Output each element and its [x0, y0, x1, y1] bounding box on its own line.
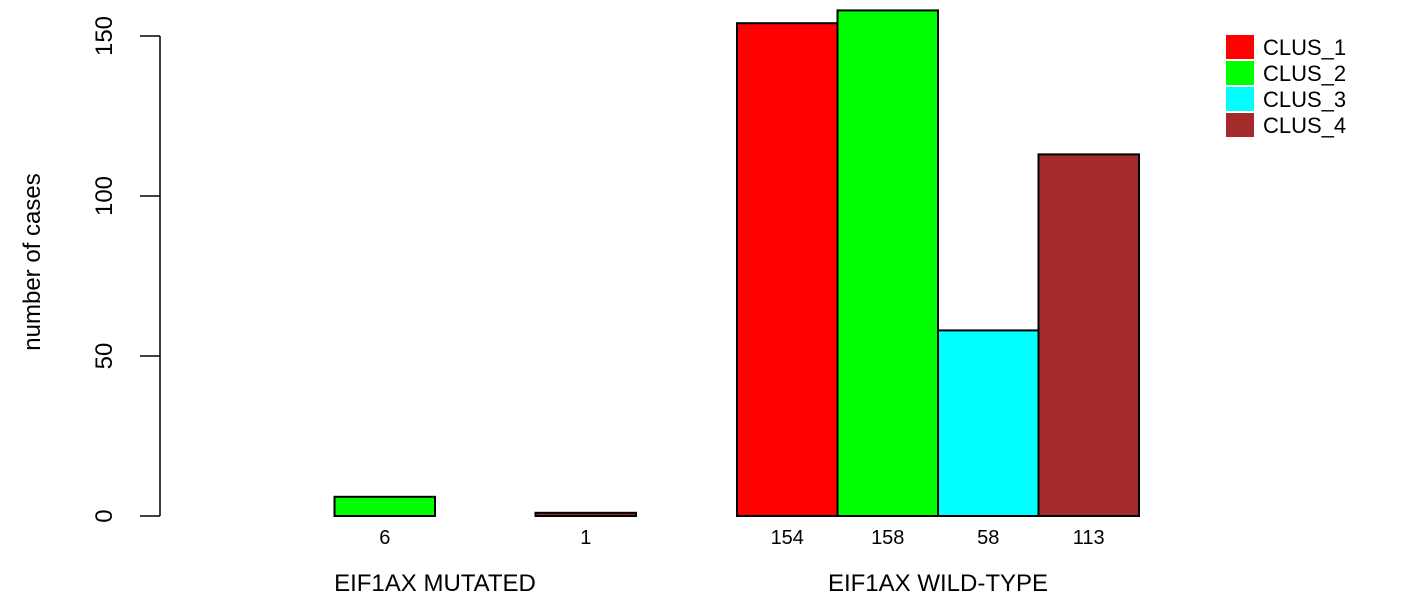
y-tick-label-150: 150 [91, 16, 118, 56]
legend-label-clus_1: CLUS_1 [1263, 35, 1346, 60]
value-label: 58 [977, 527, 999, 549]
group-labels: EIF1AX MUTATED EIF1AX WILD-TYPE [334, 570, 1048, 597]
bar-wild-type-clus_1 [736, 22, 839, 517]
bar-wild-type-clus_4 [1037, 153, 1140, 517]
value-labels: 6 1 154 158 58 113 [379, 527, 1105, 549]
bar-mutated-clus_2 [333, 495, 436, 517]
legend-label-clus_2: CLUS_2 [1263, 61, 1346, 86]
y-tick-label-100: 100 [91, 176, 118, 216]
value-label: 6 [379, 527, 390, 549]
bar-mutated-clus_4 [534, 511, 637, 517]
group-label-mutated: EIF1AX MUTATED [334, 570, 536, 597]
value-label: 158 [871, 527, 904, 549]
y-axis-label: number of cases [19, 173, 46, 350]
y-axis: 0 50 100 150 [91, 16, 161, 523]
group-label-wild-type: EIF1AX WILD-TYPE [828, 570, 1048, 597]
value-label: 113 [1073, 527, 1105, 549]
y-tick-label-50: 50 [91, 343, 118, 370]
y-tick-label-0: 0 [91, 509, 118, 522]
bars [333, 9, 1140, 518]
bar-wild-type-clus_2 [836, 9, 939, 518]
legend-label-clus_4: CLUS_4 [1263, 113, 1346, 138]
value-label: 154 [771, 527, 804, 549]
legend-swatch-clus_1 [1226, 35, 1254, 59]
legend-label-clus_3: CLUS_3 [1263, 87, 1346, 112]
bar-wild-type-clus_3 [937, 329, 1040, 517]
legend-swatch-clus_3 [1226, 87, 1254, 111]
legend-swatch-clus_4 [1226, 113, 1254, 137]
value-label: 1 [580, 527, 591, 549]
legend-swatch-clus_2 [1226, 61, 1254, 85]
